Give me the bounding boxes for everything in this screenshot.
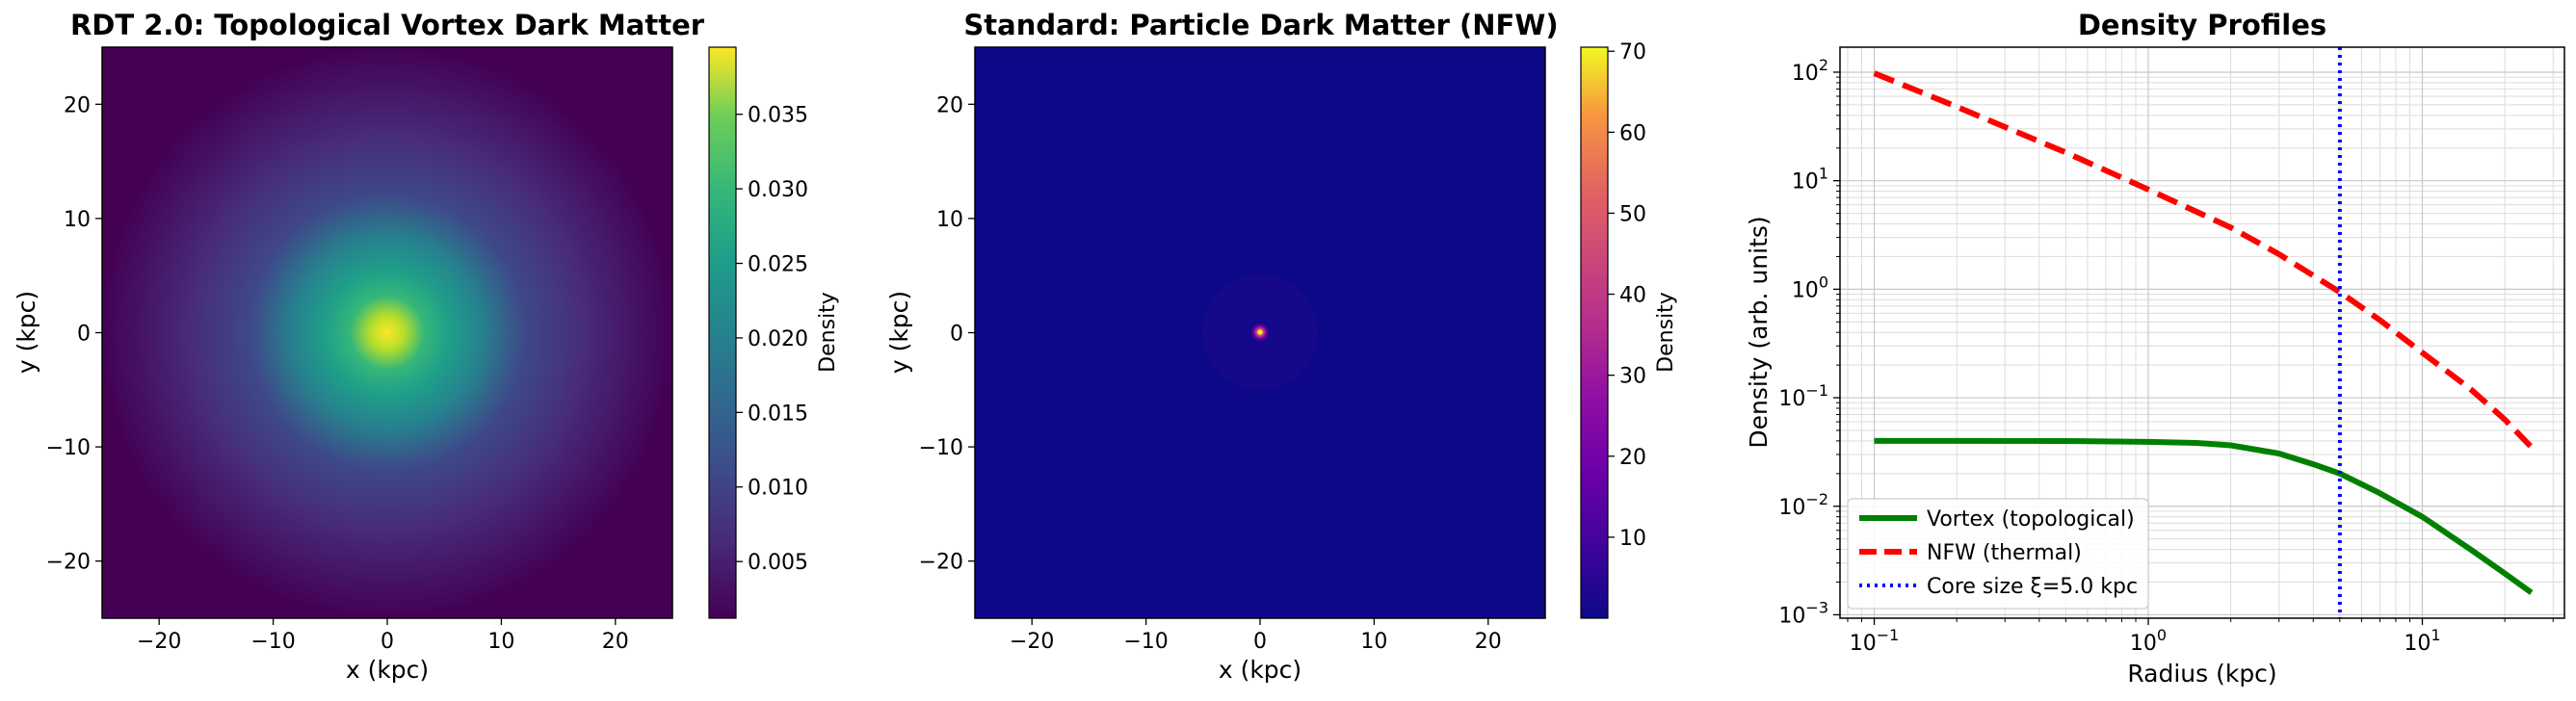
profiles-xticks: 10−1 100 101 [1847, 618, 2554, 656]
vortex-xtick-label: 10 [487, 630, 514, 654]
vortex-colorbar-ticks: 0.005 0.010 0.015 0.020 0.025 0.030 0.035 [736, 104, 808, 575]
vortex-profile-line [1874, 437, 2534, 595]
vortex-colorbar-tick-label: 0.010 [748, 477, 808, 501]
profiles-xtick-label: 101 [2404, 626, 2440, 656]
nfw-colorbar-tick-label: 60 [1619, 121, 1646, 145]
nfw-x-axis-label: x (kpc) [1219, 656, 1301, 684]
nfw-cusp-peak [1257, 329, 1263, 335]
nfw-yticks: 20 10 0 −10 −20 [919, 93, 975, 575]
nfw-xtick-label: −20 [1010, 630, 1054, 654]
vortex-yticks: 20 10 0 −10 −20 [46, 93, 102, 575]
vortex-ytick-label: 10 [64, 208, 91, 232]
vortex-x-axis-label: x (kpc) [346, 656, 429, 684]
profiles-ytick-label: 100 [1792, 273, 1828, 302]
vortex-colorbar-tick-label: 0.035 [748, 104, 808, 128]
nfw-colorbar [1580, 46, 1609, 619]
profiles-ytick-label: 10−2 [1778, 490, 1828, 520]
nfw-colorbar-tick-label: 40 [1619, 284, 1646, 308]
vortex-ytick-label: −20 [46, 551, 91, 575]
vortex-heatmap-image [102, 47, 672, 618]
profiles-xtick-label: 100 [2130, 626, 2167, 656]
profiles-xtick-label: 10−1 [1850, 626, 1900, 656]
nfw-ytick-label: −20 [919, 551, 963, 575]
legend-label-core-size: Core size ξ=5.0 kpc [1927, 575, 2138, 599]
profiles-ytick-label: 101 [1792, 165, 1828, 195]
legend-box [1847, 498, 2149, 610]
density-profiles-panel: Density Profiles 10−1 100 101 10−3 10−2 10−1… [1745, 9, 2565, 688]
nfw-panel-title: Standard: Particle Dark Matter (NFW) [963, 9, 1558, 41]
nfw-colorbar-tick-label: 70 [1619, 40, 1646, 65]
nfw-colorbar-tick-label: 50 [1619, 202, 1646, 226]
vortex-colorbar-label: Density [816, 292, 840, 373]
nfw-colorbar-tick-label: 20 [1619, 446, 1646, 470]
profiles-ytick-label: 102 [1792, 56, 1828, 86]
profiles-yticks: 10−3 10−2 10−1 100 101 102 [1778, 56, 1840, 628]
vortex-colorbar-tick-label: 0.005 [748, 551, 808, 575]
nfw-xtick-label: 20 [1475, 630, 1502, 654]
nfw-y-axis-label: y (kpc) [885, 291, 913, 374]
vortex-colorbar-tick-label: 0.015 [748, 402, 808, 426]
nfw-xticks: −20 −10 0 10 20 [1010, 618, 1502, 654]
vortex-heatmap-panel: RDT 2.0: Topological Vortex Dark Matter … [13, 9, 840, 684]
nfw-ytick-label: 20 [936, 93, 963, 117]
profiles-ytick-label: 10−1 [1778, 381, 1828, 411]
nfw-ytick-label: 10 [936, 208, 963, 232]
legend-label-vortex: Vortex (topological) [1927, 507, 2135, 532]
nfw-heatmap-panel: Standard: Particle Dark Matter (NFW) −20… [885, 9, 1678, 684]
profiles-panel-title: Density Profiles [2078, 9, 2326, 41]
legend-label-nfw: NFW (thermal) [1927, 541, 2082, 565]
nfw-ytick-label: 0 [950, 323, 963, 347]
profiles-y-axis-label: Density (arb. units) [1745, 216, 1773, 448]
profiles-x-axis-label: Radius (kpc) [2127, 660, 2276, 688]
nfw-colorbar-tick-label: 10 [1619, 527, 1646, 551]
vortex-colorbar-tick-label: 0.025 [748, 253, 808, 277]
nfw-colorbar-ticks: 10 20 30 40 50 60 70 [1608, 40, 1646, 551]
vortex-xticks: −20 −10 0 10 20 [137, 618, 629, 654]
vortex-colorbar [708, 46, 737, 619]
nfw-profile-line [1873, 70, 2534, 450]
vortex-xtick-label: −10 [250, 630, 295, 654]
vortex-ytick-label: 20 [64, 93, 91, 117]
profiles-series [1873, 47, 2534, 618]
profiles-legend: Vortex (topological) NFW (thermal) Core … [1847, 498, 2149, 610]
nfw-xtick-label: 10 [1360, 630, 1387, 654]
nfw-ytick-label: −10 [919, 436, 963, 460]
nfw-colorbar-label: Density [1654, 292, 1678, 373]
vortex-colorbar-tick-label: 0.030 [748, 178, 808, 202]
nfw-xtick-label: −10 [1123, 630, 1168, 654]
vortex-xtick-label: 20 [602, 630, 629, 654]
vortex-ytick-label: −10 [46, 436, 91, 460]
vortex-panel-title: RDT 2.0: Topological Vortex Dark Matter [70, 9, 705, 41]
profiles-ytick-label: 10−3 [1778, 598, 1828, 628]
nfw-xtick-label: 0 [1253, 630, 1267, 654]
vortex-xtick-label: 0 [381, 630, 394, 654]
vortex-y-axis-label: y (kpc) [13, 291, 40, 374]
nfw-colorbar-tick-label: 30 [1619, 365, 1646, 389]
vortex-ytick-label: 0 [77, 323, 91, 347]
vortex-colorbar-tick-label: 0.020 [748, 327, 808, 351]
vortex-xtick-label: −20 [137, 630, 181, 654]
